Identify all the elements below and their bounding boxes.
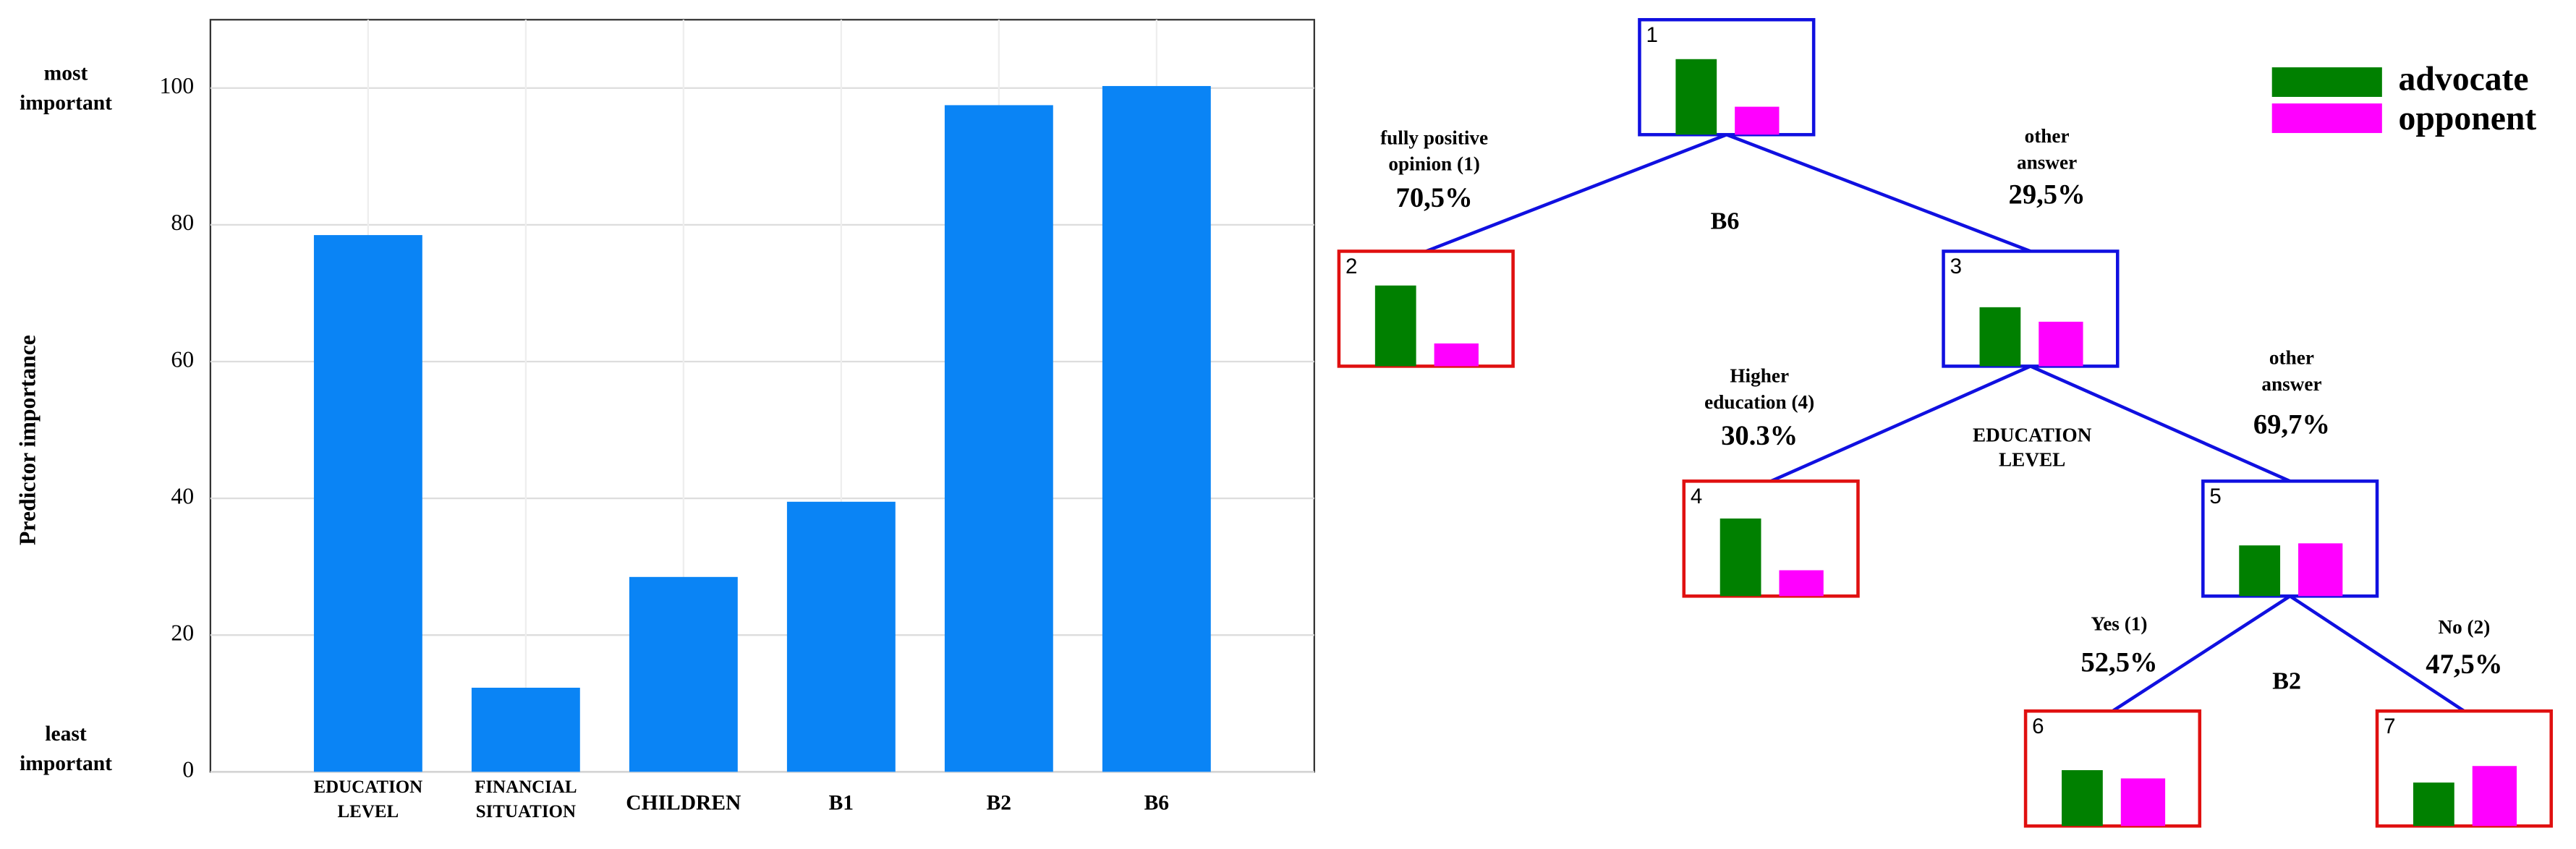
edge-label: opinion (1)	[1388, 153, 1479, 175]
class-bar	[1735, 106, 1780, 135]
edge-label: No (2)	[2438, 616, 2490, 638]
edge-label: answer	[2017, 151, 2077, 173]
class-bar	[1779, 570, 1824, 597]
edge-label: Yes (1)	[2091, 613, 2148, 634]
x-tick-label: B2	[987, 791, 1011, 814]
class-bar	[2472, 766, 2517, 827]
bar	[1102, 85, 1211, 772]
tree-node	[2375, 709, 2554, 828]
edge-label: other	[2025, 125, 2070, 147]
y-tick-label: 40	[171, 483, 194, 508]
x-tick-label: CHILDREN	[626, 791, 741, 814]
class-bar	[2039, 321, 2083, 367]
node-id: 4	[1691, 485, 1702, 508]
x-tick-label: B6	[1144, 791, 1169, 814]
class-bar	[2239, 545, 2281, 597]
node-id: 2	[1346, 255, 1357, 278]
edge-share: 52,5%	[2080, 648, 2157, 678]
bar	[944, 105, 1053, 772]
class-bar	[1720, 519, 1761, 597]
node-id: 5	[2209, 485, 2221, 508]
bar	[786, 501, 896, 772]
edge-label: Higher	[1730, 365, 1789, 387]
node-id: 6	[2032, 714, 2044, 738]
class-bar	[2413, 782, 2454, 827]
tree-node	[2201, 479, 2379, 598]
tree-node	[1337, 249, 1515, 368]
edge-label: fully positive	[1380, 127, 1488, 148]
tree-edge	[1725, 133, 2031, 253]
split-variable: B2	[2272, 667, 2301, 694]
edge-label: answer	[2261, 373, 2321, 395]
x-tick-label: FINANCIAL SITUATION	[475, 777, 577, 822]
x-tick-label: EDUCATION LEVEL	[313, 777, 422, 822]
bottom-note: least	[45, 722, 87, 746]
edge-share: 69,7%	[2253, 409, 2330, 440]
legend-label: opponent	[2399, 100, 2537, 137]
node-id: 3	[1950, 255, 1962, 278]
class-bar	[1374, 285, 1416, 367]
bar	[471, 687, 580, 772]
edge-share: 30.3%	[1721, 421, 1798, 451]
class-bar	[1434, 343, 1479, 367]
edge-label: education (4)	[1704, 391, 1814, 413]
tree-edge	[1770, 364, 2031, 483]
tree-edge	[2029, 364, 2291, 483]
y-tick-label: 0	[182, 757, 194, 782]
legend-label: advocate	[2399, 60, 2529, 98]
legend-swatch	[2271, 67, 2382, 97]
tree-edge	[2112, 594, 2291, 713]
split-variable: EDUCATION	[1973, 424, 2092, 445]
edge-share: 29,5%	[2009, 179, 2086, 210]
y-tick-label: 80	[171, 210, 194, 235]
node-id: 7	[2384, 714, 2395, 738]
node-id: 1	[1646, 23, 1658, 47]
class-bar	[2062, 769, 2103, 827]
y-tick-label: 60	[171, 346, 194, 372]
class-bar	[1675, 59, 1717, 135]
y-tick-label: 100	[159, 73, 194, 98]
bottom-note: important	[20, 752, 112, 775]
tree-node	[1682, 479, 1860, 598]
edge-label: other	[2269, 347, 2314, 369]
top-note: important	[20, 91, 112, 114]
x-tick-label: B1	[829, 791, 854, 814]
class-bar	[2298, 543, 2343, 597]
bar	[629, 576, 738, 772]
legend-swatch	[2271, 103, 2382, 133]
tree-node	[2023, 709, 2202, 828]
edge-share: 70,5%	[1396, 183, 1473, 213]
split-variable: B6	[1711, 208, 1740, 235]
class-bar	[1979, 307, 2021, 367]
bar	[313, 235, 422, 772]
tree-edge	[1425, 133, 1727, 253]
tree-node	[1942, 249, 2120, 368]
edge-share: 47,5%	[2426, 649, 2502, 680]
y-tick-label: 20	[171, 620, 194, 645]
y-axis-label: Predictor importance	[14, 335, 40, 545]
tree-node	[1638, 17, 1816, 137]
top-note: most	[44, 61, 88, 85]
tree-edge	[2289, 594, 2465, 713]
split-variable: LEVEL	[1999, 448, 2065, 470]
class-bar	[2120, 778, 2166, 827]
